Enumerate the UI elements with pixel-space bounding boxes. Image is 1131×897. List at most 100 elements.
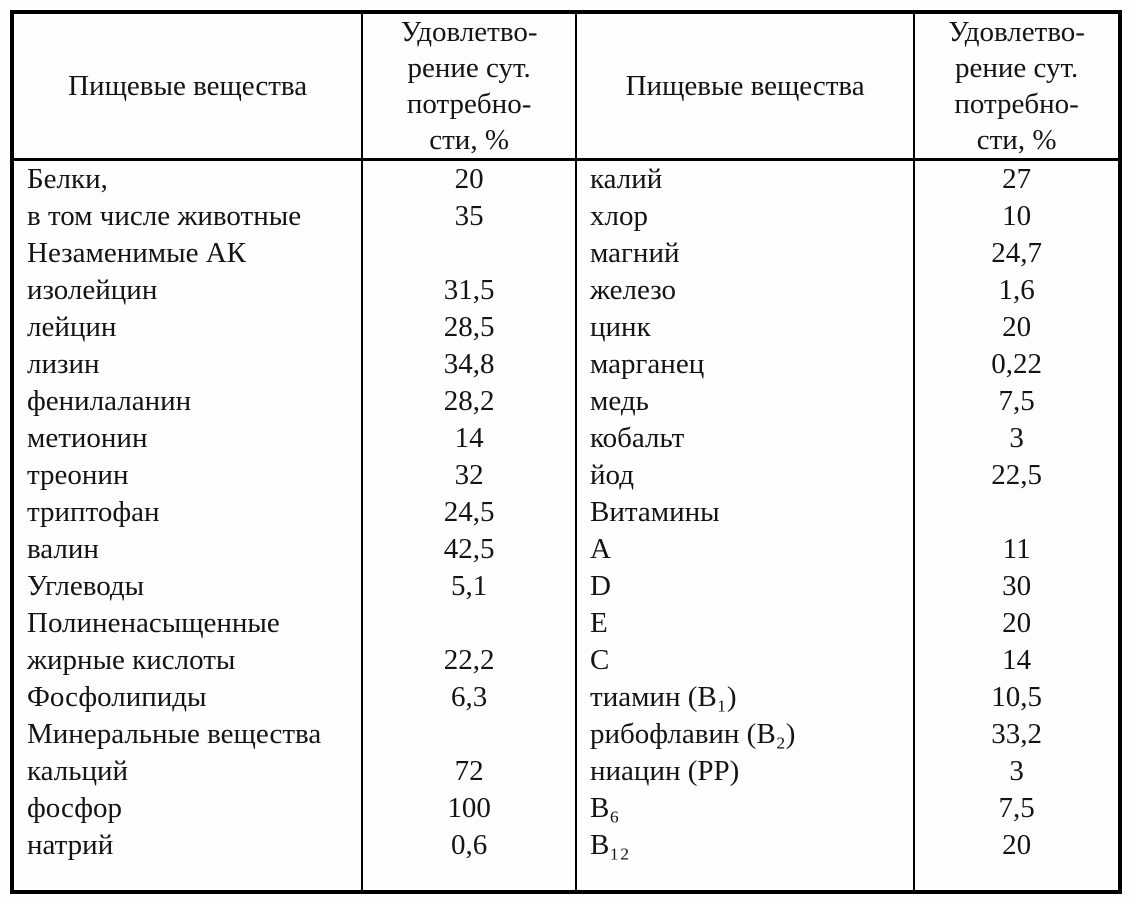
- substance-cell-right: A: [575, 531, 916, 568]
- value-cell-left: 28,2: [361, 383, 578, 420]
- substance-cell-left: лизин: [10, 346, 364, 383]
- header-satisfaction-left: Удовлетво- рение сут. потребно- сти, %: [361, 12, 578, 161]
- substance-cell-right: B₁₂: [575, 827, 916, 864]
- table-row: фосфор 100 B₆ 7,5: [10, 790, 1121, 827]
- substance-cell-left: в том числе животные: [10, 198, 364, 235]
- value-cell-left: 34,8: [361, 346, 578, 383]
- substance-cell-left: жирные кислоты: [10, 642, 364, 679]
- value-cell-left: 100: [361, 790, 578, 827]
- header-substances-left: Пищевые вещества: [10, 12, 364, 161]
- value-cell-left: 32: [361, 457, 578, 494]
- spacer-cell: [913, 864, 1121, 892]
- substance-cell-right: йод: [575, 457, 916, 494]
- substance-cell-left: метионин: [10, 420, 364, 457]
- spacer-row: [10, 864, 1121, 892]
- table-row: Минеральные вещества рибофлавин (B₂) 33,2: [10, 716, 1121, 753]
- value-cell-right: 30: [913, 568, 1121, 605]
- table-row: Фосфолипиды 6,3 тиамин (B₁) 10,5: [10, 679, 1121, 716]
- substance-cell-left: кальций: [10, 753, 364, 790]
- spacer-cell: [10, 864, 364, 892]
- table-row: лизин 34,8 марганец 0,22: [10, 346, 1121, 383]
- value-cell-right: 33,2: [913, 716, 1121, 753]
- table-row: триптофан 24,5 Витамины: [10, 494, 1121, 531]
- substance-cell-right: кобальт: [575, 420, 916, 457]
- value-cell-right: 22,5: [913, 457, 1121, 494]
- value-cell-left: 35: [361, 198, 578, 235]
- value-cell-left: 6,3: [361, 679, 578, 716]
- substance-cell-right: B₆: [575, 790, 916, 827]
- value-cell-right: 0,22: [913, 346, 1121, 383]
- value-cell-left: 22,2: [361, 642, 578, 679]
- substance-cell-left: фенилаланин: [10, 383, 364, 420]
- header-row: Пищевые вещества Удовлетво- рение сут. п…: [10, 12, 1121, 161]
- table-row: кальций 72 ниацин (PP) 3: [10, 753, 1121, 790]
- header-satisfaction-right: Удовлетво- рение сут. потребно- сти, %: [913, 12, 1121, 161]
- value-cell-right: 20: [913, 605, 1121, 642]
- value-cell-right: 10,5: [913, 679, 1121, 716]
- value-cell-right: 7,5: [913, 383, 1121, 420]
- substance-cell-left: валин: [10, 531, 364, 568]
- substance-cell-left: Фосфолипиды: [10, 679, 364, 716]
- table-row: треонин 32 йод 22,5: [10, 457, 1121, 494]
- value-cell-right: 11: [913, 531, 1121, 568]
- value-cell-right: 27: [913, 159, 1121, 198]
- substance-cell-left: натрий: [10, 827, 364, 864]
- value-cell-left: [361, 716, 578, 753]
- substance-cell-left: Углеводы: [10, 568, 364, 605]
- table-row: Углеводы 5,1 D 30: [10, 568, 1121, 605]
- table-row: лейцин 28,5 цинк 20: [10, 309, 1121, 346]
- value-cell-left: 31,5: [361, 272, 578, 309]
- substance-cell-right: марганец: [575, 346, 916, 383]
- substance-cell-left: Минеральные вещества: [10, 716, 364, 753]
- substance-cell-left: Незаменимые АК: [10, 235, 364, 272]
- value-cell-left: 14: [361, 420, 578, 457]
- substance-cell-left: Белки,: [10, 159, 364, 198]
- value-cell-right: 10: [913, 198, 1121, 235]
- nutrition-table: Пищевые вещества Удовлетво- рение сут. п…: [10, 10, 1122, 894]
- table-row: натрий 0,6 B₁₂ 20: [10, 827, 1121, 864]
- value-cell-right: 1,6: [913, 272, 1121, 309]
- table-row: валин 42,5 A 11: [10, 531, 1121, 568]
- table-row: фенилаланин 28,2 медь 7,5: [10, 383, 1121, 420]
- table-row: Полиненасыщенные E 20: [10, 605, 1121, 642]
- value-cell-right: 20: [913, 827, 1121, 864]
- table-row: изолейцин 31,5 железо 1,6: [10, 272, 1121, 309]
- table-row: в том числе животные 35 хлор 10: [10, 198, 1121, 235]
- value-cell-left: 20: [361, 159, 578, 198]
- substance-cell-right: тиамин (B₁): [575, 679, 916, 716]
- substance-cell-right: калий: [575, 159, 916, 198]
- table-body: Белки, 20 калий 27 в том числе животные 35 хло…: [10, 159, 1121, 892]
- value-cell-right: 20: [913, 309, 1121, 346]
- value-cell-left: 24,5: [361, 494, 578, 531]
- substance-cell-right: Витамины: [575, 494, 916, 531]
- table-row: Незаменимые АК магний 24,7: [10, 235, 1121, 272]
- substance-cell-right: железо: [575, 272, 916, 309]
- spacer-cell: [575, 864, 916, 892]
- substance-cell-left: изолейцин: [10, 272, 364, 309]
- substance-cell-right: D: [575, 568, 916, 605]
- substance-cell-left: лейцин: [10, 309, 364, 346]
- substance-cell-left: триптофан: [10, 494, 364, 531]
- substance-cell-right: хлор: [575, 198, 916, 235]
- value-cell-left: [361, 605, 578, 642]
- header-substances-right: Пищевые вещества: [575, 12, 916, 161]
- value-cell-left: 5,1: [361, 568, 578, 605]
- value-cell-left: 72: [361, 753, 578, 790]
- substance-cell-right: E: [575, 605, 916, 642]
- value-cell-right: 3: [913, 420, 1121, 457]
- value-cell-right: 7,5: [913, 790, 1121, 827]
- value-cell-right: [913, 494, 1121, 531]
- substance-cell-right: магний: [575, 235, 916, 272]
- value-cell-left: 42,5: [361, 531, 578, 568]
- value-cell-right: 3: [913, 753, 1121, 790]
- substance-cell-right: ниацин (PP): [575, 753, 916, 790]
- substance-cell-right: C: [575, 642, 916, 679]
- substance-cell-left: треонин: [10, 457, 364, 494]
- substance-cell-right: рибофлавин (B₂): [575, 716, 916, 753]
- substance-cell-left: Полиненасыщенные: [10, 605, 364, 642]
- substance-cell-right: медь: [575, 383, 916, 420]
- substance-cell-left: фосфор: [10, 790, 364, 827]
- value-cell-left: 28,5: [361, 309, 578, 346]
- value-cell-right: 24,7: [913, 235, 1121, 272]
